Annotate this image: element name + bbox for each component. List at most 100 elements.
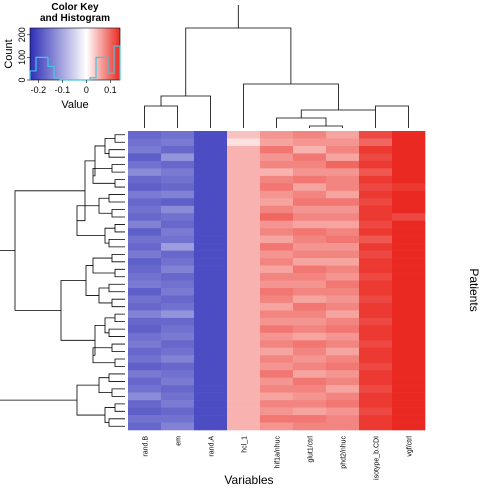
heatmap-cell bbox=[260, 160, 294, 169]
heatmap-cell bbox=[161, 295, 195, 304]
heatmap-cell bbox=[128, 190, 162, 199]
heatmap-cell bbox=[128, 295, 162, 304]
key-y-tick-label: 100 bbox=[17, 50, 27, 65]
heatmap-cell bbox=[227, 258, 261, 266]
heatmap-cell bbox=[359, 168, 393, 177]
heatmap-cell bbox=[194, 138, 228, 147]
heatmap-cell bbox=[260, 265, 294, 274]
heatmap-cell bbox=[293, 160, 327, 169]
heatmap-cell bbox=[326, 168, 360, 177]
heatmap-cell bbox=[194, 175, 228, 184]
heatmap-cell bbox=[260, 220, 294, 229]
heatmap-cell bbox=[128, 302, 162, 311]
key-x-label: Value bbox=[61, 99, 88, 111]
heatmap-cell bbox=[161, 265, 195, 274]
heatmap-cell bbox=[326, 243, 360, 251]
row-dendrogram-branch bbox=[114, 313, 125, 323]
key-y-tick-label: 200 bbox=[17, 27, 27, 42]
heatmap-cell bbox=[293, 385, 327, 393]
row-dendrogram-branch bbox=[111, 253, 125, 263]
heatmap-cell bbox=[227, 400, 261, 408]
heatmap-cell bbox=[392, 295, 426, 304]
heatmap-cell bbox=[326, 273, 360, 281]
heatmap-cell bbox=[359, 325, 393, 334]
heatmap-cell bbox=[194, 370, 228, 378]
heatmap-cell bbox=[128, 287, 162, 296]
heatmap-cell bbox=[260, 153, 294, 162]
heatmap-cell bbox=[260, 213, 294, 221]
heatmap-cell bbox=[128, 168, 162, 177]
heatmap-cell bbox=[161, 153, 195, 162]
heatmap-cell bbox=[392, 340, 426, 349]
heatmap-cell bbox=[359, 407, 393, 416]
heatmap-cell bbox=[194, 407, 228, 416]
heatmap-cell bbox=[194, 198, 228, 207]
heatmap-cell bbox=[326, 235, 360, 244]
heatmap-cell bbox=[260, 183, 294, 192]
heatmap-cell bbox=[161, 273, 195, 281]
heatmap-cell bbox=[392, 385, 426, 393]
heatmap-cell bbox=[161, 310, 195, 319]
heatmap-cell bbox=[194, 355, 228, 364]
row-dendrogram-branch bbox=[104, 407, 115, 423]
row-dendrogram-branch bbox=[98, 287, 112, 304]
heatmap-cell bbox=[227, 273, 261, 281]
key-gradient bbox=[29, 27, 121, 81]
heatmap-cell bbox=[161, 377, 195, 386]
heatmap-cell bbox=[293, 377, 327, 386]
heatmap-cell bbox=[260, 235, 294, 244]
row-dendrogram-branch bbox=[98, 377, 112, 394]
heatmap-cell bbox=[293, 392, 327, 401]
heatmap-cell bbox=[260, 205, 294, 214]
heatmap-cell bbox=[326, 362, 360, 371]
heatmap-cell bbox=[128, 347, 162, 356]
heatmap-cell bbox=[194, 347, 228, 356]
heatmap-cell bbox=[326, 287, 360, 296]
heatmap-cell bbox=[260, 280, 294, 289]
heatmap-cell bbox=[161, 340, 195, 349]
heatmap-cell bbox=[359, 392, 393, 401]
key-x-tick-label: -0.2 bbox=[31, 85, 47, 95]
column-label: vgf/ctrl bbox=[407, 436, 414, 457]
heatmap-cell bbox=[293, 400, 327, 408]
heatmap-cell bbox=[227, 235, 261, 244]
heatmap-cell bbox=[194, 317, 228, 326]
heatmap-cell bbox=[128, 153, 162, 162]
heatmap-cell bbox=[326, 153, 360, 162]
heatmap-cell bbox=[194, 273, 228, 281]
heatmap-cell bbox=[392, 332, 426, 341]
heatmap-cell bbox=[293, 347, 327, 356]
heatmap-cell bbox=[227, 407, 261, 416]
heatmap-cell bbox=[326, 370, 360, 378]
row-dendrogram-branch bbox=[114, 403, 125, 412]
heatmap-cell bbox=[128, 340, 162, 349]
heatmap-cell bbox=[293, 131, 327, 139]
heatmap-cell bbox=[392, 280, 426, 289]
heatmap-cell bbox=[227, 228, 261, 236]
heatmap-cell bbox=[161, 422, 195, 431]
heatmap-cell bbox=[293, 243, 327, 251]
heatmap-cell bbox=[161, 198, 195, 207]
heatmap-cell bbox=[128, 370, 162, 378]
heatmap-cell bbox=[128, 392, 162, 401]
heatmap-cell bbox=[260, 355, 294, 364]
heatmap-cell bbox=[227, 362, 261, 371]
heatmap-cell bbox=[359, 198, 393, 207]
heatmap-cell bbox=[293, 145, 327, 154]
heatmap-cell bbox=[359, 400, 393, 408]
row-dendrogram-branch bbox=[114, 268, 125, 278]
heatmap-cell bbox=[128, 355, 162, 364]
heatmap-cell bbox=[260, 228, 294, 236]
heatmap-cell bbox=[326, 355, 360, 364]
heatmap-cell bbox=[392, 235, 426, 244]
heatmap-cell bbox=[194, 295, 228, 304]
heatmap-cell bbox=[128, 385, 162, 393]
heatmap-cell bbox=[128, 273, 162, 281]
heatmap-cell bbox=[227, 295, 261, 304]
heatmap-cell bbox=[128, 407, 162, 416]
heatmap-cell bbox=[392, 258, 426, 266]
heatmap-cell bbox=[128, 415, 162, 423]
heatmap-cell bbox=[293, 205, 327, 214]
heatmap-cell bbox=[227, 325, 261, 334]
heatmap-cell bbox=[326, 392, 360, 401]
